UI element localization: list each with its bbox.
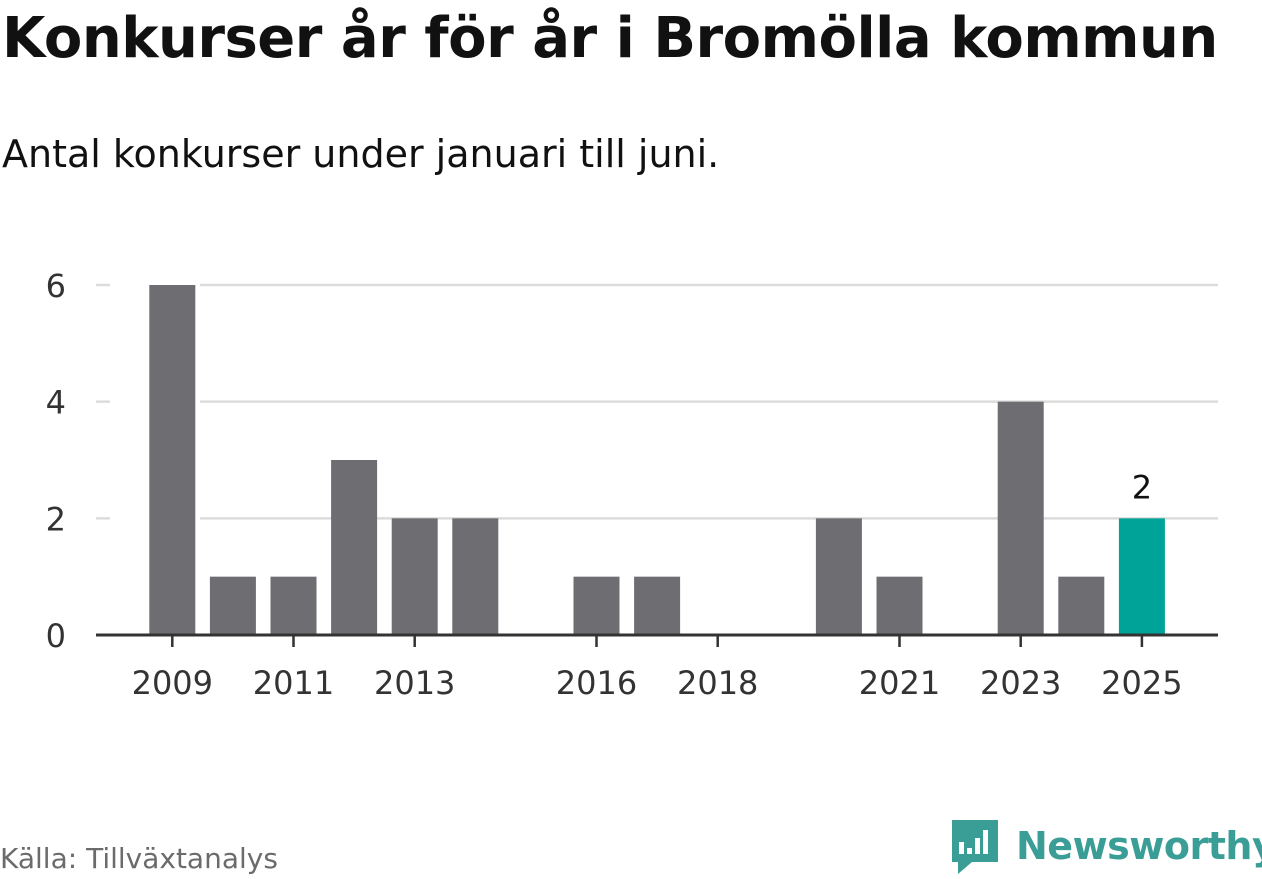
newsworthy-logo-icon <box>952 820 998 874</box>
x-tick-label: 2016 <box>556 664 637 702</box>
chart-title: Konkurser år för år i Bromölla kommun <box>2 6 1218 71</box>
bar-2016 <box>573 576 620 635</box>
bar-2024 <box>1058 576 1105 635</box>
bar-2014 <box>452 518 499 635</box>
y-tick-label: 0 <box>46 617 66 655</box>
bar-2009 <box>149 285 196 635</box>
bar-2025 <box>1118 518 1165 635</box>
data-label: 2 <box>1132 468 1152 506</box>
chart-subtitle: Antal konkurser under januari till juni. <box>2 132 720 176</box>
x-tick-label: 2013 <box>374 664 455 702</box>
x-tick-label: 2018 <box>677 664 758 702</box>
y-tick-label: 4 <box>46 384 66 422</box>
source-note: Källa: Tillväxtanalys <box>0 842 278 875</box>
x-tick-label: 2021 <box>859 664 940 702</box>
bar-2012 <box>331 460 378 635</box>
bar-2023 <box>997 401 1044 635</box>
x-tick-label: 2023 <box>980 664 1061 702</box>
y-tick-label: 6 <box>46 267 66 305</box>
y-tick-label: 2 <box>46 500 66 538</box>
bar-2010 <box>209 576 256 635</box>
x-tick-label: 2009 <box>132 664 213 702</box>
bar-2021 <box>876 576 923 635</box>
bar-2011 <box>270 576 317 635</box>
x-tick-label: 2011 <box>253 664 334 702</box>
x-tick-label: 2025 <box>1101 664 1182 702</box>
bar-2017 <box>634 576 681 635</box>
brand-logo: Newsworthy <box>950 818 1262 874</box>
bar-2020 <box>815 518 862 635</box>
brand-name: Newsworthy <box>1016 824 1262 868</box>
bar-2013 <box>391 518 438 635</box>
